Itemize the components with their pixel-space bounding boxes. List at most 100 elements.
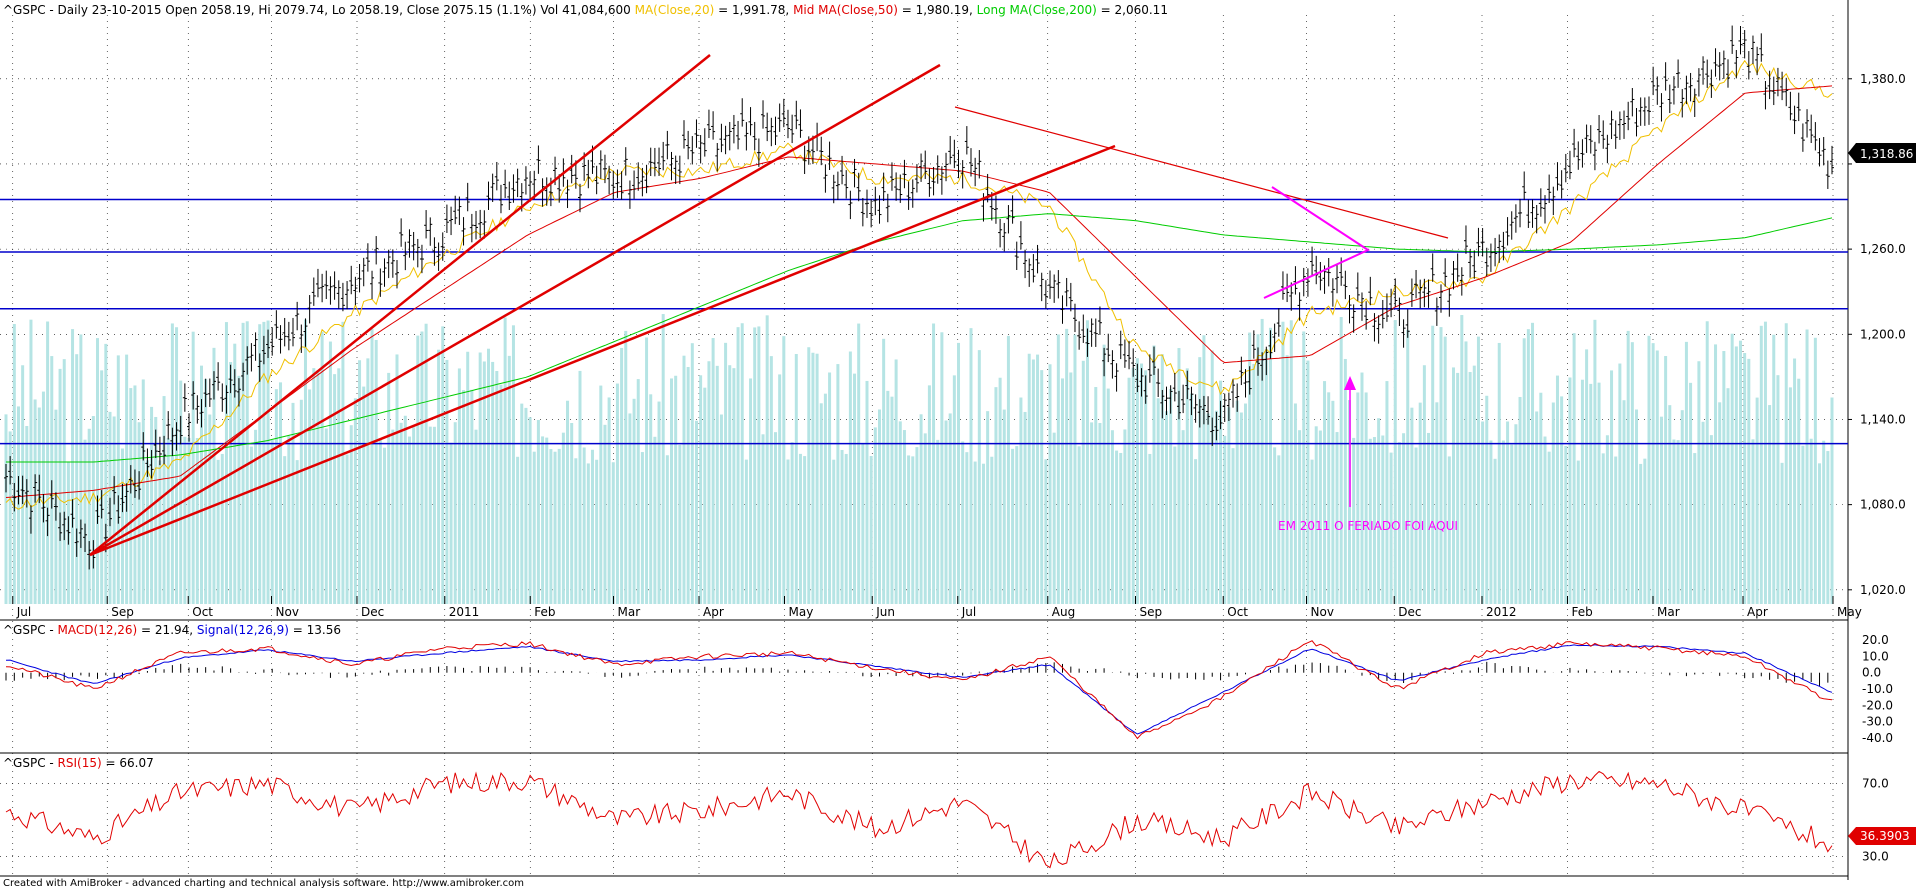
volume-bar [241,322,245,604]
volume-bar [761,434,765,604]
volume-bar [1601,453,1605,604]
volume-bar [1439,327,1443,604]
volume-bar [71,329,75,604]
volume-bar [990,456,994,604]
volume-bar [570,423,574,604]
volume-bar [491,361,495,604]
volume-bar [882,338,886,604]
volume-bar [1152,345,1156,604]
volume-bar [694,420,698,604]
macd-label: MACD(12,26) [58,623,138,637]
volume-bar [1597,382,1601,604]
volume-bar [1106,388,1110,604]
volume-bar [1339,317,1343,604]
volume-bar [1048,364,1052,604]
volume-bar [973,461,977,604]
volume-bar [312,368,316,604]
volume-bar [848,351,852,604]
volume-bar [1693,453,1697,604]
volume-bar [183,436,187,604]
volume-bar [499,384,503,604]
volume-bar [158,460,162,604]
volume-bar [1464,341,1468,604]
volume-bar [395,354,399,604]
volume-bar [58,368,62,604]
rsi-header: ^GSPC - RSI(15) = 66.07 [3,756,154,770]
volume-bar [1755,397,1759,604]
volume-bar [1539,392,1543,604]
volume-bar [37,407,41,604]
volume-bar [1535,411,1539,604]
volume-bar [1185,368,1189,604]
volume-bar [1772,334,1776,604]
ma200-label: Long MA(Close,200) [977,3,1097,17]
fan-trend-line [89,54,711,556]
volume-bar [358,360,362,604]
title-ohlc: - Daily 23-10-2015 Open 2058.19, Hi 2079… [46,3,635,17]
volume-bar [1668,405,1672,604]
volume-bar [1219,380,1223,604]
macd-value: = 21.94, [137,623,197,637]
volume-bar [1647,335,1651,604]
volume-bar [744,459,748,604]
volume-bar [1805,329,1809,604]
y-tick-label: 1,140.0 [1860,412,1906,426]
x-tick-label: Aug [1052,605,1075,619]
volume-bar [1784,323,1788,604]
volume-bar [204,378,208,604]
volume-bar [195,437,199,604]
volume-bar [1476,336,1480,604]
volume-bar [844,453,848,604]
x-tick-label: May [789,605,814,619]
ma20-value: = 1,991.78, [714,3,793,17]
volume-bar [520,403,524,604]
x-tick-label: May [1837,605,1862,619]
volume-bar [1202,335,1206,604]
volume-bar [1589,383,1593,604]
volume-bar [1485,395,1489,604]
volume-bar [199,365,203,604]
volume-bar [1389,452,1393,604]
volume-bar [495,371,499,604]
volume-bar [1248,332,1252,604]
volume-bar [208,414,212,604]
volume-bar [1285,355,1289,604]
volume-bar [1268,327,1272,604]
volume-bar [1813,337,1817,604]
volume-bar [828,372,832,604]
volume-bar [1526,329,1530,604]
volume-bar [1335,432,1339,604]
volume-bar [1738,340,1742,604]
volume-bar [1402,433,1406,604]
volume-bar [1422,365,1426,604]
volume-bar [316,369,320,604]
volume-bar [1015,446,1019,604]
volume-bar [249,446,253,604]
volume-bar [378,439,382,604]
volume-bar [532,451,536,604]
volume-bar [636,379,640,604]
macd-y-tick-label: -30.0 [1862,715,1893,729]
macd-header: ^GSPC - MACD(12,26) = 21.94, Signal(12,2… [3,623,341,637]
volume-bar [1377,418,1381,604]
volume-bar [91,416,95,604]
macd-y-tick-label: -10.0 [1862,682,1893,696]
volume-bar [478,352,482,604]
volume-bar [699,375,703,604]
volume-bar [994,387,998,604]
volume-bar [1090,422,1094,604]
volume-bar [1277,455,1281,604]
ma-line-0 [5,59,1833,510]
chart-title: ^GSPC - Daily 23-10-2015 Open 2058.19, H… [3,3,1168,17]
volume-bar [441,326,445,604]
volume-bar [969,328,973,604]
volume-bar [175,327,179,604]
volume-bar [1809,438,1813,604]
volume-bar [595,459,599,604]
volume-bar [998,377,1002,604]
volume-bar [807,347,811,604]
volume-bar [303,319,307,604]
volume-bar [341,321,345,604]
volume-bar [104,343,108,604]
volume-bar [961,441,965,604]
